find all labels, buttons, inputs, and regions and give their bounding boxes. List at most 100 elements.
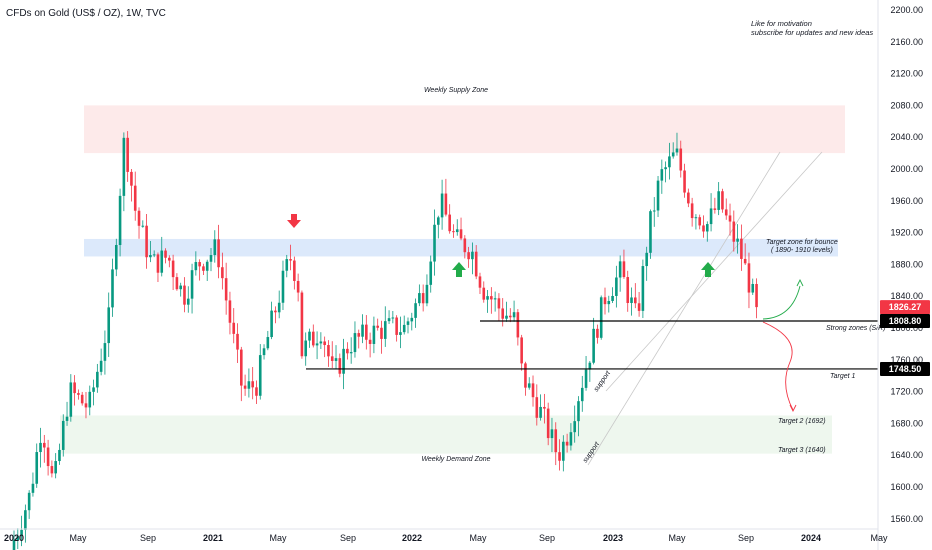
- candle-body: [152, 254, 156, 256]
- candle-body: [418, 293, 421, 304]
- candle-body: [637, 303, 641, 311]
- candle-body: [471, 251, 474, 260]
- candle-body: [717, 191, 720, 210]
- candle-body: [656, 180, 660, 211]
- candle-body: [743, 258, 747, 264]
- candle-body: [111, 269, 114, 308]
- candle-body: [315, 343, 319, 346]
- candle-body: [319, 341, 323, 344]
- candle-body: [198, 262, 201, 267]
- chart-title: CFDs on Gold (US$ / OZ), 1W, TVC: [6, 8, 166, 19]
- candle-body: [508, 315, 512, 318]
- y-tick-label: 2120.00: [890, 69, 923, 79]
- candle-body: [130, 171, 133, 186]
- channel-layer: [587, 151, 823, 466]
- candle-body: [599, 297, 603, 338]
- candle-body: [478, 276, 482, 288]
- x-tick-label: 2023: [603, 533, 623, 543]
- candle-body: [740, 238, 743, 259]
- arrow-down-icon: [287, 214, 301, 228]
- candle-body: [342, 348, 345, 374]
- price-tag: [880, 314, 930, 329]
- candle-body: [592, 328, 595, 363]
- x-tick-label: May: [469, 533, 487, 543]
- candle-body: [433, 224, 436, 262]
- candle-body: [77, 393, 80, 395]
- y-tick-label: 1560.00: [890, 514, 923, 524]
- note-line-2: subscribe for updates and new ideas: [751, 28, 874, 37]
- candle-body: [92, 387, 95, 392]
- candle-body: [232, 322, 236, 334]
- candle-body: [311, 331, 315, 346]
- candle-body: [698, 217, 702, 226]
- y-tick-label: 1720.00: [890, 387, 923, 397]
- candle-body: [645, 252, 648, 267]
- candle-body: [671, 152, 675, 157]
- candle-body: [164, 250, 167, 258]
- candle-body: [425, 284, 429, 304]
- x-tick-label: May: [69, 533, 87, 543]
- channel-line: [605, 151, 823, 392]
- candle-body: [437, 217, 440, 225]
- candle-body: [690, 203, 694, 219]
- target-arrow: [762, 321, 794, 411]
- candle-body: [607, 300, 611, 305]
- levels-layer: Strong zones (S/R) Target 1: [306, 320, 886, 380]
- candle-body: [103, 343, 107, 361]
- candle-body: [702, 225, 705, 232]
- candle-body: [270, 310, 273, 338]
- candle-body: [679, 148, 683, 171]
- candle-body: [683, 170, 686, 193]
- candle-body: [387, 318, 391, 322]
- x-tick-label: Sep: [738, 533, 754, 543]
- candle-body: [156, 254, 160, 273]
- candle-body: [289, 259, 292, 261]
- candle-body: [562, 441, 565, 461]
- candle-body: [61, 420, 65, 450]
- candle-body: [732, 221, 736, 242]
- candle-body: [368, 339, 372, 344]
- candle-body: [596, 328, 599, 338]
- candle-body: [660, 169, 664, 181]
- x-tick-label: Sep: [140, 533, 156, 543]
- candle-body: [383, 321, 387, 339]
- candle-body: [107, 307, 111, 344]
- annotation-text: Target zone for bounce: [766, 239, 838, 246]
- bounce-arrow: [762, 285, 801, 320]
- candle-body: [626, 277, 630, 303]
- candle-body: [421, 293, 425, 304]
- candle-body: [281, 270, 285, 303]
- candle-body: [406, 321, 410, 325]
- price-tag-label: 1808.80: [889, 316, 922, 326]
- candle-body: [31, 483, 35, 493]
- candle-body: [535, 397, 539, 418]
- zones-layer: Weekly Supply Zone Weekly Demand Zone: [60, 87, 845, 463]
- candle-body: [577, 401, 580, 422]
- candle-body: [194, 262, 198, 271]
- candle-body: [459, 229, 463, 239]
- y-tick-label: 2200.00: [890, 5, 923, 15]
- candle-body: [675, 148, 679, 153]
- candle-body: [410, 317, 414, 322]
- candle-body: [444, 193, 448, 215]
- x-tick-label: 2024: [801, 533, 821, 543]
- candle-body: [747, 263, 751, 293]
- candle-body: [490, 296, 493, 300]
- x-tick-label: May: [269, 533, 287, 543]
- candle-body: [372, 325, 376, 344]
- candle-body: [323, 341, 326, 346]
- candle-body: [69, 382, 73, 417]
- candle-body: [467, 252, 470, 260]
- candle-body: [346, 348, 349, 354]
- candle-body: [334, 358, 338, 361]
- y-tick-label: 1880.00: [890, 259, 923, 269]
- candle-body: [618, 261, 622, 278]
- candle-body: [558, 452, 561, 461]
- candle-body: [330, 356, 334, 361]
- candle-body: [755, 283, 758, 308]
- candle-body: [133, 185, 137, 211]
- candle-body: [20, 529, 23, 537]
- candle-body: [365, 324, 368, 340]
